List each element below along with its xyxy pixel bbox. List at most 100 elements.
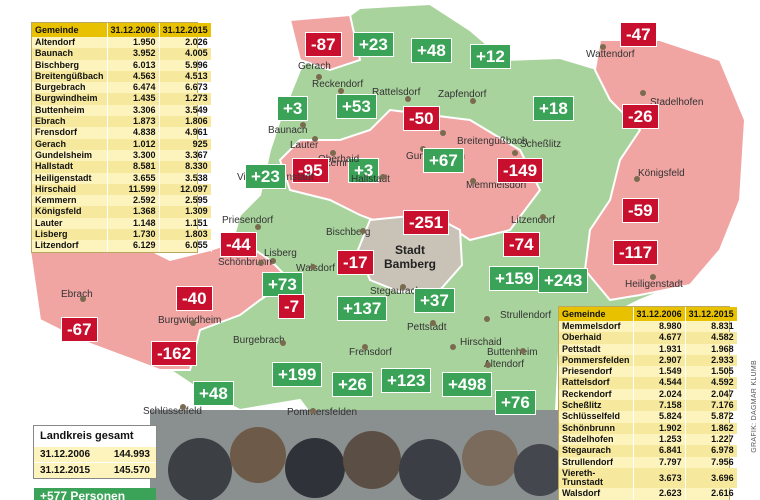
place-marker-reckendorf (338, 88, 344, 94)
table-left-cell: Hallstadt (32, 161, 108, 173)
change-badge-litzendorf: -74 (503, 232, 540, 257)
place-marker-rattelsdorf (405, 96, 411, 102)
place-marker-hirschaid (450, 344, 456, 350)
table-row: Lisberg 1.730 1.803 (32, 229, 212, 241)
total-row-2015: 31.12.2015 145.570 (34, 462, 156, 478)
table-right-cell: Viereth-Trunstadt (559, 467, 634, 489)
table-right-cell: 3.673 (633, 467, 686, 489)
table-row: Altendorf 1.950 2.026 (32, 37, 212, 49)
table-left-cell: 3.549 (159, 104, 212, 117)
change-badge-königsfeld: -59 (622, 198, 659, 223)
table-right-cell: 2.024 (633, 388, 686, 401)
place-marker-oberhaid (330, 150, 336, 156)
table-left-cell: 3.367 (159, 149, 212, 162)
place-label-bischberg: Bischberg (326, 227, 371, 238)
place-marker-buttenheim (520, 348, 526, 354)
table-left-cell: 925 (159, 138, 212, 150)
table-right-cell: 7.797 (633, 456, 686, 468)
table-left-body: Altendorf 1.950 2.026 Baunach 3.952 4.005 Bisc… (32, 37, 212, 252)
table-left-cell: 1.273 (159, 93, 212, 105)
table-right-cell: 2.933 (685, 354, 738, 367)
place-marker-pommersfelden (310, 408, 316, 414)
change-badge-ebrach: -67 (61, 317, 98, 342)
place-label-priesendorf: Priesendorf (222, 215, 274, 226)
table-left-cell: 2.026 (159, 37, 212, 49)
table-right-cell: 4.592 (685, 377, 738, 389)
place-marker-lauter (312, 136, 318, 142)
table-row: Oberhaid 4.677 4.582 (559, 332, 738, 344)
table-row: Gerach 1.012 925 (32, 138, 212, 150)
place-marker-scheßlitz (512, 150, 518, 156)
table-left-cell: 5.996 (159, 59, 212, 71)
table-left-cell: Burgwindheim (32, 93, 108, 105)
place-label-breitengüßbach: Breitengüßbach (457, 136, 528, 147)
table-right-cell: Scheßlitz (559, 400, 634, 412)
table-right-body: Memmelsdorf 8.980 8.831 Oberhaid 4.677 4.582 P… (559, 321, 738, 500)
change-badge-stadelhofen: -26 (622, 104, 659, 129)
table-right-cell: 1.549 (633, 366, 686, 378)
table-row: Bischberg 6.013 5.996 (32, 59, 212, 71)
table-right-cell: 4.544 (633, 377, 686, 389)
place-label-hirschaid: Hirschaid (460, 337, 502, 348)
place-marker-hallstadt (380, 174, 386, 180)
change-badge-oberhaid: -95 (292, 158, 329, 183)
change-badge-altendorf: +76 (495, 390, 536, 415)
change-badge-buttenheim: +498 (442, 372, 493, 397)
table-right-cell: Stadelhofen (559, 433, 634, 446)
table-right-cell: 2.623 (633, 488, 686, 500)
table-right-cell: 8.980 (633, 321, 686, 333)
place-marker-burgebrach (280, 340, 286, 346)
table-right-cell: 1.505 (685, 366, 738, 378)
table-row: Hallstadt 8.581 8.330 (32, 161, 212, 173)
place-label-pettstadt: Pettstadt (407, 322, 447, 333)
table-right-cell: 4.677 (633, 332, 686, 344)
place-marker-wattendorf (600, 44, 606, 50)
table-row: Walsdorf 2.623 2.616 (559, 488, 738, 500)
table-right-cell: Stegaurach (559, 445, 634, 457)
place-marker-schlüsselfeld (180, 404, 186, 410)
graphic-credit: GRAFIK: DAGMAR KLUMB (751, 360, 758, 453)
table-left-cell: Litzendorf (32, 240, 108, 252)
place-marker-schönbrunn (258, 260, 264, 266)
table-right-cell: Pommersfelden (559, 354, 634, 367)
table-left-cell: 3.300 (107, 149, 160, 162)
table-right-header-gemeinde: Gemeinde (559, 307, 634, 321)
total-difference: +577 Personen (34, 488, 156, 500)
place-label-lisberg: Lisberg (264, 248, 297, 259)
table-left-cell: 1.368 (107, 206, 160, 218)
population-table-right: Gemeinde 31.12.2006 31.12.2015 Memmelsdo… (558, 306, 738, 500)
table-right-cell: 6.978 (685, 445, 738, 457)
place-label-stadelhofen: Stadelhofen (650, 97, 704, 108)
table-left-cell: 4.563 (107, 70, 160, 83)
place-marker-gerach (316, 74, 322, 80)
place-marker-strullendorf (484, 316, 490, 322)
place-marker-heiligenstadt (650, 274, 656, 280)
change-badge-rattelsdorf: +48 (411, 38, 452, 63)
table-right-cell: Reckendorf (559, 388, 634, 401)
change-badge-pettstadt: +37 (414, 288, 455, 313)
table-left-cell: 4.838 (107, 127, 160, 139)
place-label-baunach: Baunach (268, 125, 308, 136)
table-row: Burgwindheim 1.435 1.273 (32, 93, 212, 105)
place-label-burgebrach: Burgebrach (233, 335, 285, 346)
table-right-cell: 6.841 (633, 445, 686, 457)
table-left-cell: 2.595 (159, 195, 212, 207)
change-badge-zapfendorf: +12 (470, 44, 511, 69)
table-right-cell: 2.616 (685, 488, 738, 500)
table-left-cell: Buttenheim (32, 104, 108, 117)
table-left-cell: 8.330 (159, 161, 212, 173)
table-right-header-2006: 31.12.2006 (633, 307, 686, 321)
table-left-cell: Kemmern (32, 195, 108, 207)
change-badge-viereth-trunstadt: +23 (245, 164, 286, 189)
place-marker-stegaurach (400, 284, 406, 290)
table-row: Frensdorf 4.838 4.961 (32, 127, 212, 139)
table-row: Stadelhofen 1.253 1.227 (559, 433, 738, 446)
table-left-cell: 6.474 (107, 82, 160, 94)
total-row-2006-value: 144.993 (113, 449, 150, 460)
table-left-cell: Lisberg (32, 229, 108, 241)
change-badge-hirschaid: +123 (381, 368, 432, 393)
place-label-altendorf: Altendorf (484, 359, 525, 370)
place-label-strullendorf: Strullendorf (500, 310, 552, 321)
table-left-cell: 4.961 (159, 127, 212, 139)
place-marker-königsfeld (634, 176, 640, 182)
